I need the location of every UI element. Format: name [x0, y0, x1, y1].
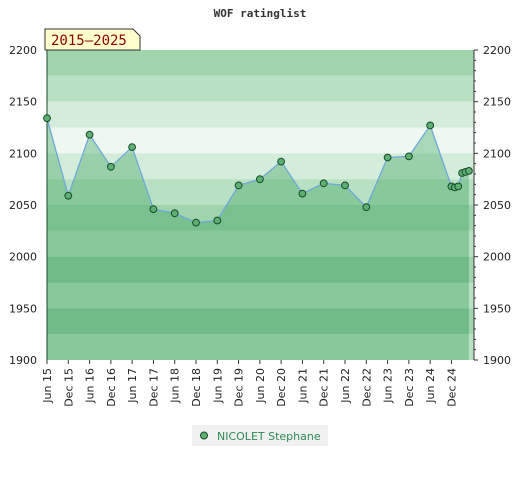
- data-point: [256, 175, 264, 184]
- x-tick-label: Dec 24: [445, 368, 458, 407]
- y-tick-label-left: 1950: [9, 302, 37, 315]
- legend-marker: [200, 431, 208, 440]
- legend-label: NICOLET Stephane: [217, 430, 321, 443]
- background-band: [47, 205, 474, 231]
- data-point: [277, 157, 286, 166]
- y-tick-label-left: 2150: [9, 96, 37, 109]
- x-tick-label: Jun 21: [296, 368, 309, 404]
- x-tick-label: Jun 19: [211, 368, 224, 404]
- y-tick-label-right: 2200: [483, 44, 511, 57]
- data-point: [234, 181, 243, 190]
- data-point: [192, 218, 200, 227]
- background-bands: [47, 50, 474, 360]
- y-tick-label-right: 2150: [483, 96, 511, 109]
- data-point: [383, 153, 392, 162]
- area-stripe: [47, 308, 469, 335]
- data-point: [405, 152, 413, 161]
- background-band: [47, 127, 474, 154]
- x-tick-label: Jun 22: [339, 368, 352, 404]
- background-band: [47, 282, 474, 309]
- background-band: [47, 50, 474, 76]
- background-band: [47, 256, 474, 283]
- legend-box: [192, 425, 328, 446]
- data-point: [128, 143, 137, 152]
- y-tick-label-right: 2100: [483, 147, 511, 160]
- y-tick-label-right: 1900: [483, 354, 511, 367]
- x-tick-label: Jun 23: [382, 368, 395, 404]
- background-band: [47, 230, 474, 257]
- y-tick-label-left: 2100: [9, 147, 37, 160]
- markers: [43, 114, 473, 227]
- x-tick-label: Dec 15: [62, 368, 75, 407]
- x-tick-label: Jun 24: [424, 368, 437, 404]
- x-tick-label: Dec 22: [360, 368, 373, 407]
- background-band: [47, 334, 474, 360]
- x-tick-label: Dec 16: [105, 368, 118, 407]
- y-tick-label-right: 2000: [483, 251, 511, 264]
- x-tick-label: Dec 19: [233, 368, 246, 407]
- x-tick-label: Dec 23: [403, 368, 416, 407]
- y-tick-label-left: 2000: [9, 251, 37, 264]
- background-band: [47, 101, 474, 128]
- period-box: 2015–2025: [44, 28, 141, 51]
- axes: 1900 1900 1950 1950 2000 2000 2050 2050 2100 2100…: [9, 44, 511, 407]
- x-tick-label: Dec 17: [147, 368, 160, 407]
- data-point: [149, 205, 158, 214]
- chart-title: WOF ratinglist: [214, 7, 307, 20]
- data-point: [465, 167, 473, 175]
- x-tick-label: Jun 20: [254, 368, 267, 404]
- y-tick-label-right: 1950: [483, 302, 511, 315]
- data-point: [213, 216, 222, 225]
- data-point: [319, 179, 328, 188]
- data-point: [426, 121, 435, 130]
- data-point: [107, 162, 115, 171]
- data-point: [341, 181, 349, 190]
- background-band: [47, 75, 474, 102]
- x-tick-label: Jun 15: [41, 368, 54, 404]
- period-label: 2015–2025: [51, 33, 127, 49]
- background-band: [47, 153, 474, 180]
- x-tick-label: Jun 17: [126, 368, 139, 404]
- x-tick-label: Jun 18: [169, 368, 182, 404]
- y-tick-label-right: 2050: [483, 199, 511, 212]
- x-tick-label: Jun 16: [84, 368, 97, 404]
- data-point: [43, 114, 51, 123]
- series-area: [47, 118, 469, 360]
- background-band: [47, 179, 474, 205]
- data-point: [170, 209, 179, 218]
- area-layer: [46, 118, 470, 360]
- y-tick-label-left: 2050: [9, 199, 37, 212]
- legend: NICOLET Stephane: [192, 425, 328, 446]
- data-point: [298, 189, 307, 198]
- data-point: [85, 130, 94, 139]
- y-tick-label-left: 2200: [9, 44, 37, 57]
- background-band: [47, 308, 474, 335]
- x-tick-label: Dec 20: [275, 368, 288, 407]
- period-label-box: [44, 28, 141, 51]
- x-tick-label: Dec 18: [190, 368, 203, 407]
- data-point: [362, 203, 371, 212]
- data-point: [64, 191, 73, 200]
- area-stripe: [47, 256, 469, 283]
- data-point: [454, 182, 463, 191]
- y-tick-label-left: 1900: [9, 354, 37, 367]
- x-tick-label: Dec 21: [318, 368, 331, 407]
